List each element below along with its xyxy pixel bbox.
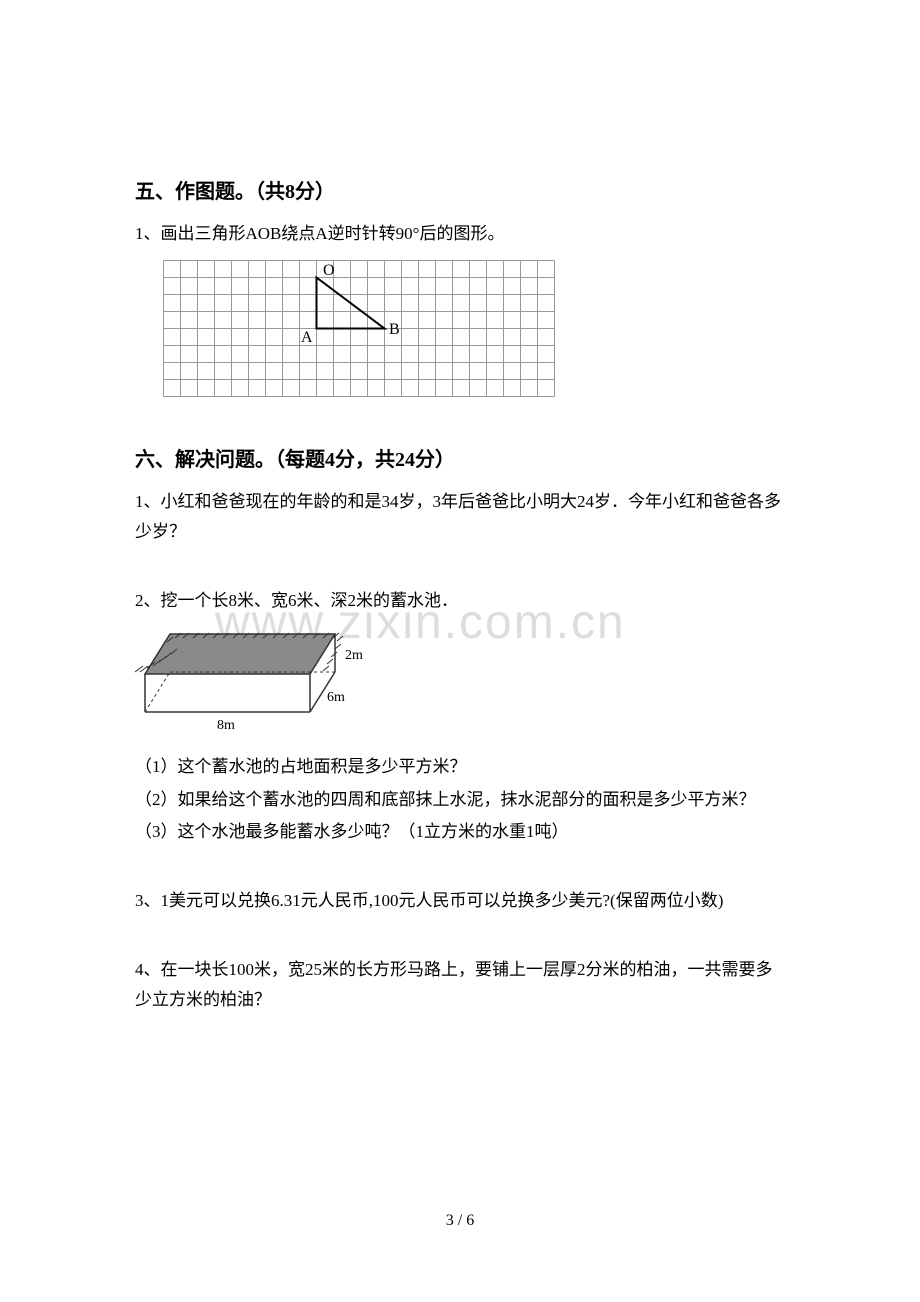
pool-label-2m: 2m — [345, 648, 363, 663]
section-6-q1: 1、小红和爸爸现在的年龄的和是34岁，3年后爸爸比小明大24岁．今年小红和爸爸各… — [135, 487, 785, 548]
section-6-q2-sub1: （1）这个蓄水池的占地面积是多少平方米？ — [135, 751, 785, 783]
section-6-title: 六、解决问题。（每题4分，共24分） — [135, 443, 785, 472]
section-5-q1: 1、画出三角形AOB绕点A逆时针转90°后的图形。 — [135, 219, 785, 250]
page-content: 五、作图题。（共8分） 1、画出三角形AOB绕点A逆时针转90°后的图形。 — [135, 175, 785, 1016]
pool-diagram: 2m 6m 8m — [135, 624, 785, 739]
pool-label-6m: 6m — [327, 690, 345, 705]
page-number: 3 / 6 — [0, 1212, 920, 1230]
section-6-q2-sub3: （3）这个水池最多能蓄水多少吨？（1立方米的水重1吨） — [135, 816, 785, 848]
label-A: A — [301, 329, 313, 346]
pool-svg: 2m 6m 8m — [135, 624, 390, 734]
label-B: B — [389, 321, 400, 338]
section-6-q4: 4、在一块长100米，宽25米的长方形马路上，要铺上一层厚2分米的柏油，一共需要… — [135, 955, 785, 1016]
section-6-q2: 2、挖一个长8米、宽6米、深2米的蓄水池． — [135, 586, 785, 617]
section-6-q2-sub2: （2）如果给这个蓄水池的四周和底部抹上水泥，抹水泥部分的面积是多少平方米？ — [135, 784, 785, 816]
grid-diagram: O A B — [163, 260, 785, 398]
section-5-title: 五、作图题。（共8分） — [135, 175, 785, 204]
pool-label-8m: 8m — [217, 718, 235, 733]
section-6-q3: 3、1美元可以兑换6.31元人民币,100元人民币可以兑换多少美元?(保留两位小… — [135, 886, 785, 917]
label-O: O — [323, 262, 335, 279]
triangle-grid-svg: O A B — [163, 260, 555, 398]
